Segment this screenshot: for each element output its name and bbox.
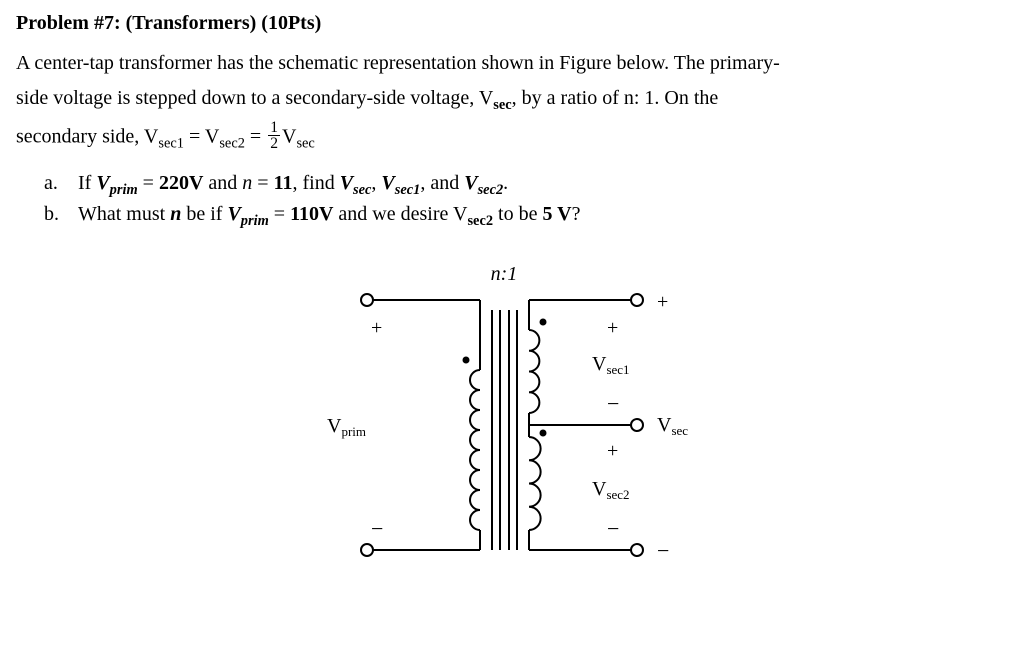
text: V [282, 126, 296, 148]
svg-text:−: − [607, 516, 619, 541]
var: V [96, 172, 109, 194]
svg-text:−: − [657, 538, 669, 563]
problem-title: Problem #7: (Transformers) (10Pts) [16, 12, 1008, 35]
question-label: a. [44, 172, 64, 199]
svg-text:+: + [607, 440, 618, 462]
text: , find [292, 172, 339, 194]
question-b: b. What must n be if Vprim = 110V and we… [44, 203, 1008, 230]
question-list: a. If Vprim = 220V and n = 11, find Vsec… [44, 172, 1008, 230]
text: and [203, 172, 242, 194]
svg-text:n:1: n:1 [491, 263, 518, 285]
question-a: a. If Vprim = 220V and n = 11, find Vsec… [44, 172, 1008, 199]
value: 110V [290, 203, 333, 225]
text: = [252, 172, 273, 194]
paragraph-line-2: side voltage is stepped down to a second… [16, 84, 1008, 116]
text: If [78, 172, 96, 194]
svg-text:+: + [657, 291, 668, 313]
text: = [138, 172, 159, 194]
var: V [227, 203, 240, 225]
value: 5 V [542, 203, 571, 225]
question-label: b. [44, 203, 64, 230]
svg-text:−: − [607, 391, 619, 416]
text: What must [78, 203, 170, 225]
question-text: What must n be if Vprim = 110V and we de… [78, 203, 580, 230]
fraction: 12 [268, 120, 280, 152]
text: , by a ratio of n: 1. On the [512, 87, 719, 109]
subscript: sec2 [478, 182, 504, 198]
var: V [464, 172, 477, 194]
subscript: prim [241, 213, 269, 229]
text: , and [420, 172, 464, 194]
transformer-diagram: n:1 + − Vprim + + − + − − Vsec1 Vsec2 Vsec [16, 250, 1008, 580]
text: and we desire V [333, 203, 467, 225]
svg-text:−: − [371, 516, 383, 541]
text: to be [493, 203, 542, 225]
paragraph-line-1: A center-tap transformer has the schemat… [16, 49, 1008, 78]
text: ? [572, 203, 581, 225]
var: V [381, 172, 394, 194]
question-text: If Vprim = 220V and n = 11, find Vsec, V… [78, 172, 508, 199]
text: secondary side, V [16, 126, 158, 148]
subscript: sec [493, 97, 511, 113]
svg-text:Vsec1: Vsec1 [592, 353, 630, 377]
value: 220V [159, 172, 203, 194]
svg-text:Vprim: Vprim [327, 415, 366, 439]
text: . [503, 172, 508, 194]
text: = [269, 203, 290, 225]
svg-text:Vsec: Vsec [657, 414, 688, 438]
value: 11 [274, 172, 293, 194]
text: be if [181, 203, 227, 225]
svg-text:+: + [607, 317, 618, 339]
text: A center-tap transformer has the schemat… [16, 52, 780, 74]
fraction-denominator: 2 [268, 136, 280, 152]
var: V [340, 172, 353, 194]
svg-text:+: + [371, 317, 382, 339]
text: = V [184, 126, 219, 148]
subscript: sec [353, 182, 371, 198]
fraction-numerator: 1 [268, 120, 280, 137]
subscript: sec1 [158, 136, 184, 152]
subscript: sec [296, 136, 314, 152]
var: n [170, 203, 181, 225]
paragraph-line-3: secondary side, Vsec1 = Vsec2 = 12Vsec [16, 122, 1008, 155]
svg-text:Vsec2: Vsec2 [592, 478, 630, 502]
subscript: sec2 [219, 136, 245, 152]
text: side voltage is stepped down to a second… [16, 87, 493, 109]
text: , [371, 172, 381, 194]
subscript: sec2 [467, 213, 493, 229]
subscript: sec1 [395, 182, 421, 198]
text: = [245, 126, 266, 148]
var: n [242, 172, 252, 194]
subscript: prim [110, 182, 138, 198]
